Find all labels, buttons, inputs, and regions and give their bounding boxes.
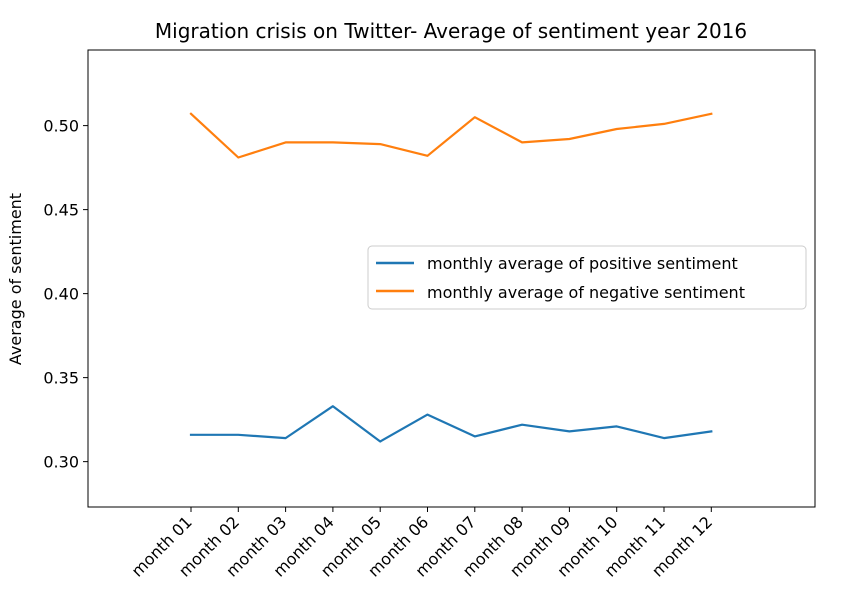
y-tick-label: 0.30 xyxy=(43,453,79,472)
y-tick-label: 0.35 xyxy=(43,369,79,388)
legend-label-negative: monthly average of negative sentiment xyxy=(427,283,745,302)
chart-title: Migration crisis on Twitter- Average of … xyxy=(155,19,747,43)
series-lines xyxy=(189,112,713,443)
series-line-negative xyxy=(189,112,713,159)
plot-area-frame xyxy=(87,49,816,508)
y-axis-label: Average of sentiment xyxy=(6,193,25,365)
legend: monthly average of positive sentiment mo… xyxy=(367,245,807,310)
y-tick-label: 0.50 xyxy=(43,117,79,136)
y-axis: 0.30 0.35 0.40 0.45 0.50 xyxy=(43,117,88,472)
y-tick-label: 0.40 xyxy=(43,285,79,304)
series-line-positive xyxy=(189,405,713,443)
y-tick-label: 0.45 xyxy=(43,201,79,220)
legend-label-positive: monthly average of positive sentiment xyxy=(427,254,738,273)
legend-box xyxy=(367,245,807,310)
